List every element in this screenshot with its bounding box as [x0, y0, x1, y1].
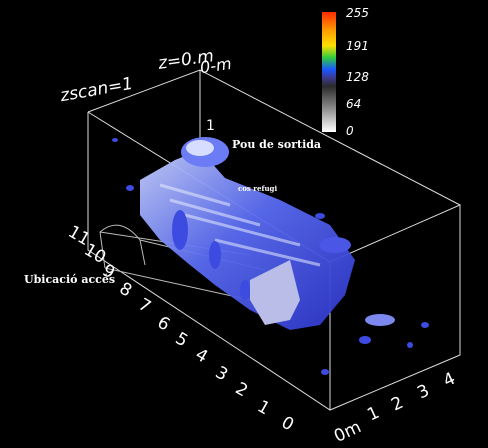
ubicacio-acces-label: Ubicació accés: [24, 273, 116, 286]
pou-de-sortida-label: Pou de sortida: [232, 138, 322, 151]
height-tick-1: 1: [206, 118, 215, 134]
volume-render: [112, 137, 429, 375]
colorbar-tick-191: 191: [346, 39, 369, 53]
colorbar: [322, 12, 336, 132]
colorbar-tick-0: 0: [346, 124, 354, 138]
cos-refugi-label: cos refugi: [238, 184, 278, 193]
colorbar-tick-255: 255: [346, 6, 369, 20]
colorbar-tick-128: 128: [346, 70, 369, 84]
colorbar-tick-64: 64: [346, 97, 362, 111]
